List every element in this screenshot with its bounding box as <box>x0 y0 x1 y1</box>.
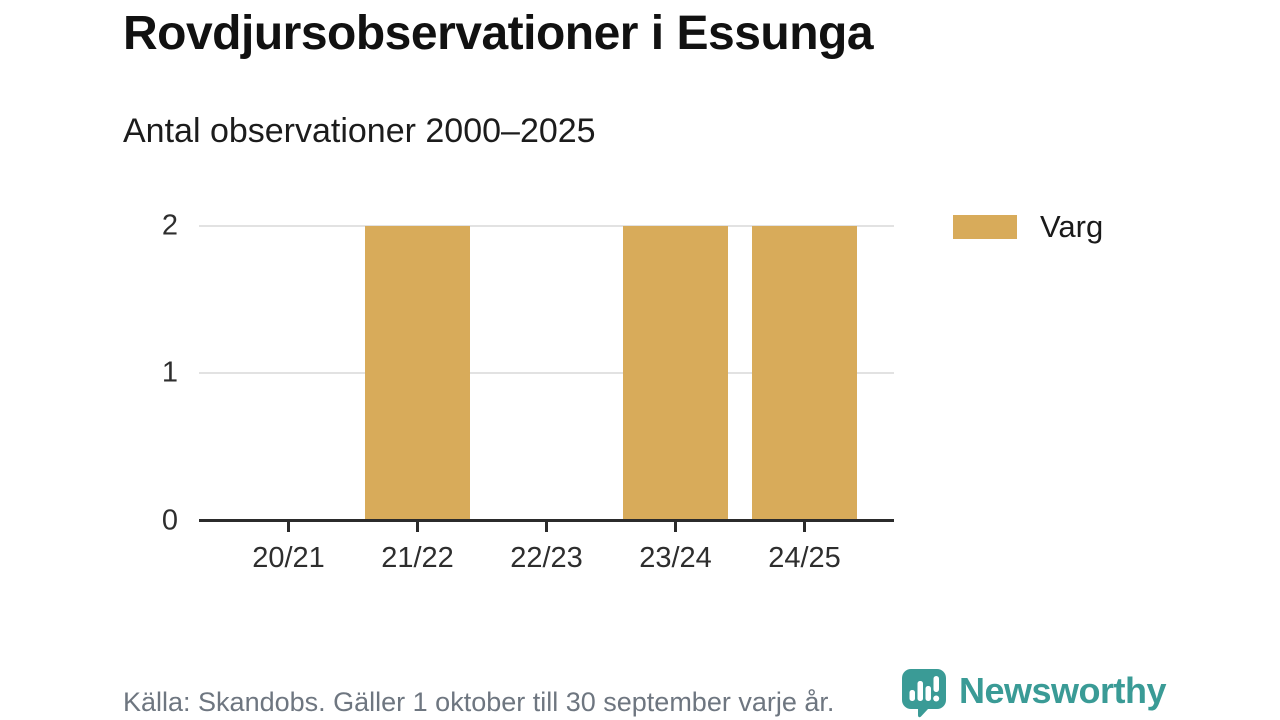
chart-subtitle: Antal observationer 2000–2025 <box>123 112 596 150</box>
x-tick-21/22 <box>416 519 419 532</box>
chart-title: Rovdjursobservationer i Essunga <box>123 7 874 60</box>
y-tick-label-0: 0 <box>161 504 178 536</box>
bar-21/22 <box>365 226 470 519</box>
gridline-y-2 <box>199 225 894 227</box>
x-tick-label-21/22: 21/22 <box>381 542 454 574</box>
legend: Varg <box>953 209 1104 244</box>
x-tick-24/25 <box>803 519 806 532</box>
x-tick-label-24/25: 24/25 <box>768 542 841 574</box>
newsworthy-logo-icon <box>902 669 946 718</box>
y-tick-label-1: 1 <box>161 356 178 388</box>
bar-24/25 <box>752 226 857 519</box>
brand-name: Newsworthy <box>959 670 1167 711</box>
brand-logo: Newsworthy <box>901 668 1167 718</box>
source-note: Källa: Skandobs. Gäller 1 oktober till 3… <box>123 687 835 717</box>
x-tick-20/21 <box>287 519 290 532</box>
x-tick-23/24 <box>674 519 677 532</box>
y-tick-label-2: 2 <box>161 209 178 242</box>
plot-area <box>199 225 894 519</box>
x-tick-label-23/24: 23/24 <box>639 542 712 574</box>
bar-23/24 <box>623 226 728 519</box>
gridline-y-1 <box>199 371 894 374</box>
x-tick-22/23 <box>545 519 548 532</box>
legend-label-varg: Varg <box>1040 209 1104 244</box>
x-tick-label-22/23: 22/23 <box>510 542 583 574</box>
x-tick-label-20/21: 20/21 <box>252 542 325 574</box>
legend-swatch-varg <box>953 215 1017 239</box>
